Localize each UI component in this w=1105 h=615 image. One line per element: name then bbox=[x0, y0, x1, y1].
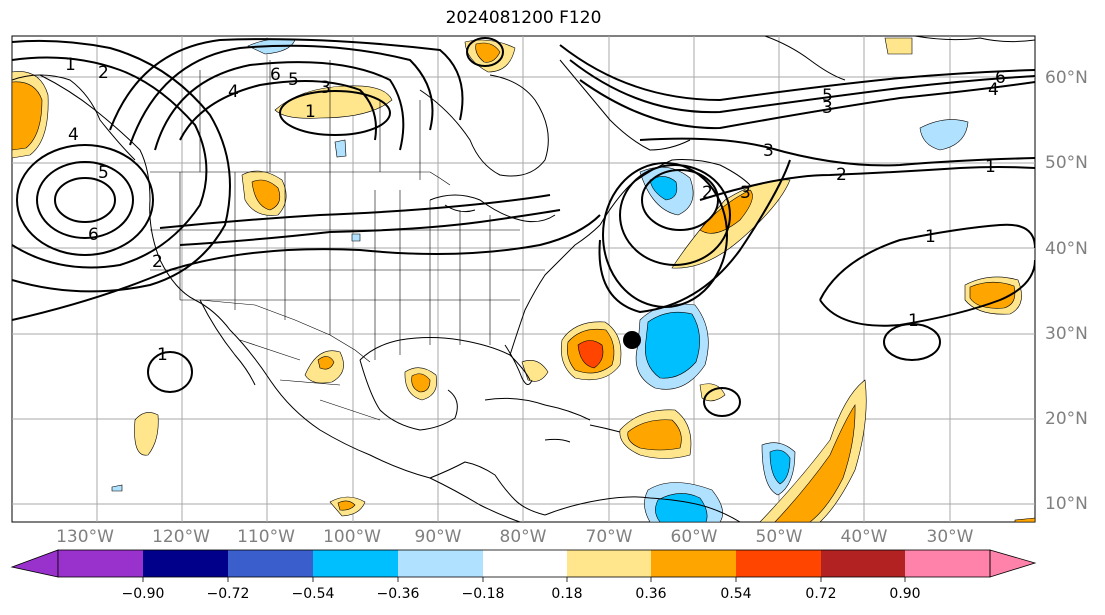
colorbar-tick: 0.72 bbox=[805, 586, 837, 602]
colorbar-tick: −0.18 bbox=[461, 586, 505, 602]
lon-label: 30°W bbox=[926, 527, 974, 547]
colorbar-tick: −0.36 bbox=[376, 586, 420, 602]
contour-label: 3 bbox=[763, 141, 774, 161]
colorbar-tick: 0.36 bbox=[635, 586, 667, 602]
colorbar-tick: −0.90 bbox=[121, 586, 165, 602]
contour-label: 2 bbox=[98, 63, 109, 83]
contour-label: 2 bbox=[836, 165, 847, 185]
lat-label: 50°N bbox=[1045, 153, 1088, 173]
contour-label: 5 bbox=[288, 70, 299, 90]
contour-label: 1 bbox=[157, 345, 168, 365]
political-borders bbox=[150, 60, 545, 421]
contour-lines bbox=[12, 37, 1035, 417]
contour-label: 4 bbox=[228, 82, 239, 102]
map-title: 2024081200 F120 bbox=[445, 8, 602, 28]
colorbar bbox=[10, 549, 1037, 582]
contour-label: 1 bbox=[925, 227, 936, 247]
lon-label: 60°W bbox=[670, 527, 718, 547]
contour-label: 4 bbox=[988, 80, 999, 100]
lon-label: 80°W bbox=[499, 527, 547, 547]
contour-label: 2 bbox=[152, 252, 163, 272]
colorbar-tick: 0.18 bbox=[551, 586, 583, 602]
contour-labels: 1 2 3 4 5 6 1 2 3 4 5 6 1 2 3 4 5 6 1 1 … bbox=[65, 55, 1006, 365]
contour-label: 1 bbox=[985, 157, 996, 177]
contour-label: 5 bbox=[98, 163, 109, 183]
colorbar-tick: 0.90 bbox=[889, 586, 921, 602]
contour-label: 2 bbox=[702, 183, 713, 203]
lon-label: 70°W bbox=[585, 527, 633, 547]
colorbar-tick: −0.72 bbox=[206, 586, 250, 602]
lon-label: 100°W bbox=[323, 527, 381, 547]
lat-label: 40°N bbox=[1045, 239, 1088, 259]
contour-label: 6 bbox=[995, 68, 1006, 88]
lat-label: 20°N bbox=[1045, 409, 1088, 429]
lon-label: 90°W bbox=[414, 527, 462, 547]
lon-label: 40°W bbox=[840, 527, 888, 547]
lon-label: 50°W bbox=[755, 527, 803, 547]
contour-label: 1 bbox=[65, 55, 76, 75]
lat-label: 10°N bbox=[1045, 494, 1088, 514]
contour-label: 6 bbox=[270, 65, 281, 85]
contour-label: 6 bbox=[88, 225, 99, 245]
contour-label: 1 bbox=[305, 102, 316, 122]
coastlines bbox=[12, 36, 1035, 522]
contour-label: 3 bbox=[320, 78, 331, 98]
lat-label: 30°N bbox=[1045, 324, 1088, 344]
lon-label: 120°W bbox=[152, 527, 210, 547]
contour-label: 4 bbox=[68, 125, 79, 145]
lat-label: 60°N bbox=[1045, 68, 1088, 88]
lon-label: 110°W bbox=[237, 527, 295, 547]
colorbar-tick: −0.54 bbox=[291, 586, 335, 602]
lon-label: 130°W bbox=[56, 527, 114, 547]
colorbar-tick: 0.54 bbox=[720, 586, 752, 602]
contour-label: 1 bbox=[908, 311, 919, 331]
contour-label: 5 bbox=[822, 86, 833, 106]
contour-label: 3 bbox=[740, 183, 751, 203]
storm-center-dot bbox=[623, 331, 641, 349]
contour-label: 3 bbox=[822, 98, 833, 118]
